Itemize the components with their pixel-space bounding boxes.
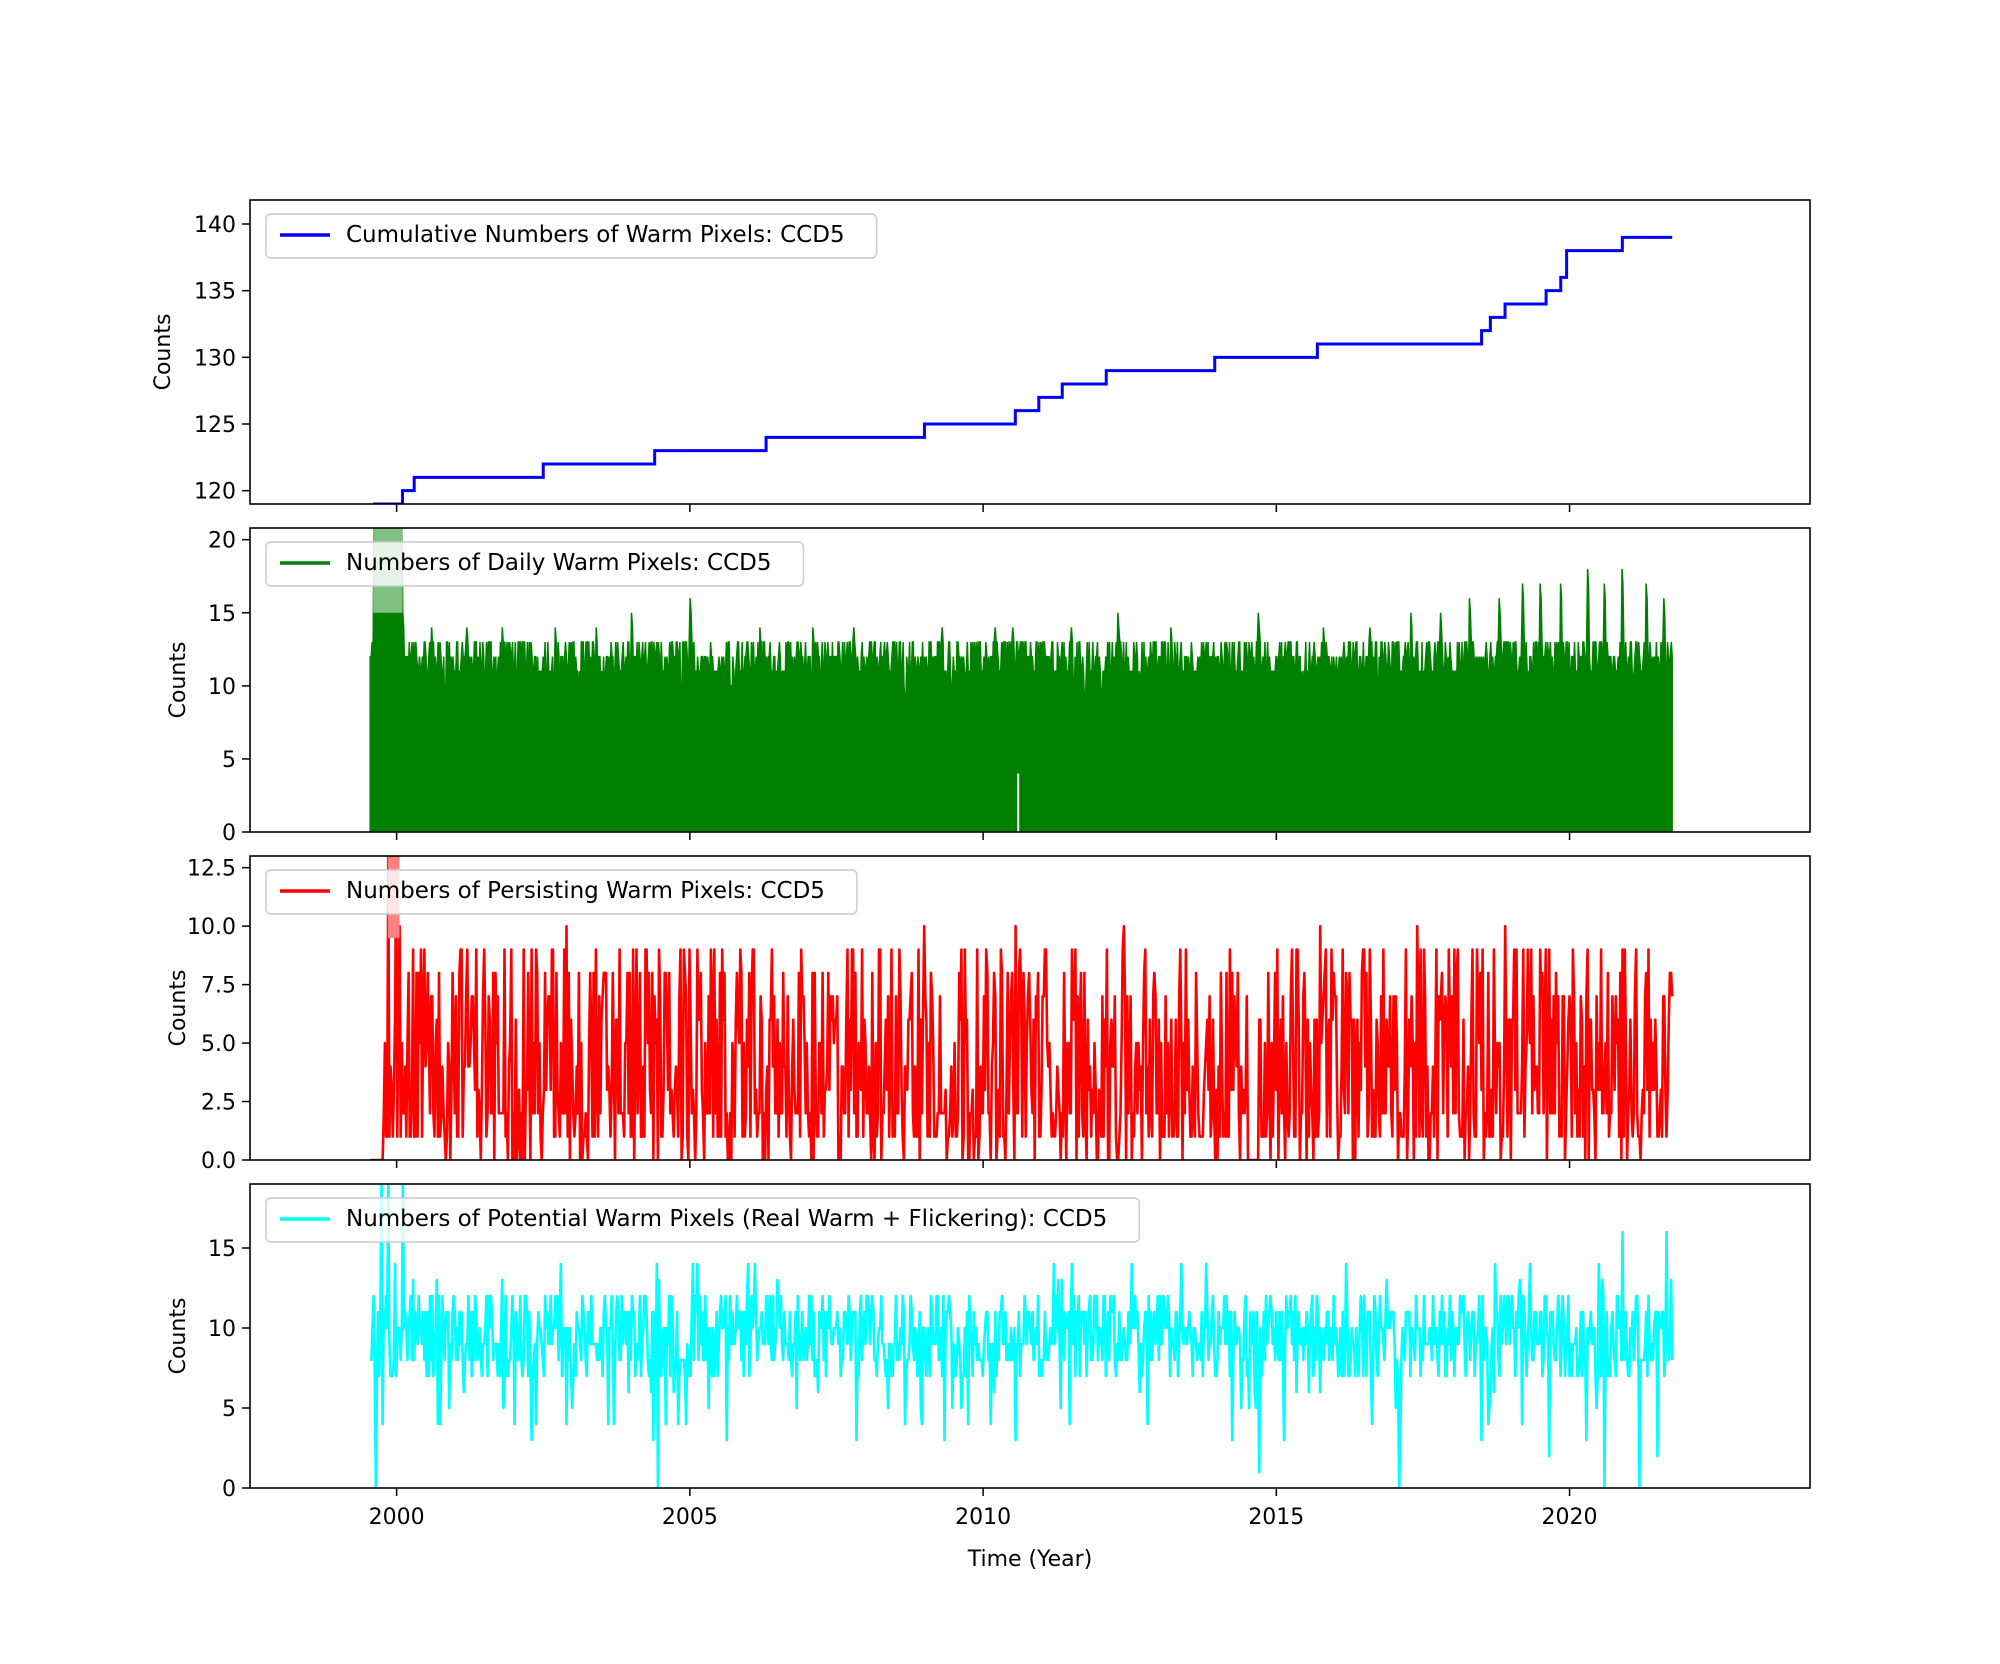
legend: Numbers of Daily Warm Pixels: CCD5 [265,541,805,587]
x-axis-label: Time (Year) [967,1547,1093,1572]
y-tick-label: 5 [222,1397,236,1422]
y-axis-label: Counts [166,642,191,719]
y-tick-label: 125 [194,413,236,438]
panel-2: 0 5 10 15 20 Counts Numbers of Daily Warm Pixe… [166,527,1811,846]
legend-box [265,541,805,587]
y-tick-label: 2.5 [201,1091,236,1116]
legend: Numbers of Potential Warm Pixels (Real W… [265,1197,1141,1243]
series-line [370,856,1674,1160]
x-tick-label: 2020 [1542,1505,1598,1530]
y-axis-label: Counts [166,970,191,1047]
legend-label: Numbers of Persisting Warm Pixels: CCD5 [346,878,825,904]
legend: Numbers of Persisting Warm Pixels: CCD5 [265,869,858,915]
y-tick-label: 20 [208,529,236,554]
y-tick-label: 130 [194,346,236,371]
y-tick-label: 7.5 [201,974,236,999]
axes-frame [249,855,1811,1161]
y-tick-label: 10 [208,675,236,700]
legend-box [265,213,878,259]
y-tick-label: 120 [194,480,236,505]
series-line [370,1184,1674,1488]
legend-box [265,1197,1141,1243]
series-line [373,235,1673,504]
legend-box [265,869,858,915]
y-tick-label: 135 [194,280,236,305]
legend-label: Numbers of Potential Warm Pixels (Real W… [346,1206,1107,1232]
axes-frame [249,1183,1811,1489]
y-tick-label: 5 [222,748,236,773]
y-tick-label: 15 [208,602,236,627]
y-tick-label: 5.0 [201,1032,236,1057]
x-tick-label: 2015 [1248,1505,1304,1530]
y-tick-label: 0 [222,1477,236,1502]
panel-4: 0 5 10 15 2000 2005 2010 2015 2020 Counts Time (Ye… [166,1183,1811,1572]
y-tick-label: 15 [208,1237,236,1262]
y-tick-label: 0 [222,821,236,846]
y-tick-label: 140 [194,213,236,238]
legend-label: Numbers of Daily Warm Pixels: CCD5 [346,550,772,576]
legend-label: Cumulative Numbers of Warm Pixels: CCD5 [346,222,845,248]
y-tick-label: 0.0 [201,1149,236,1174]
axes-frame [249,199,1811,505]
x-tick-label: 2000 [369,1505,425,1530]
y-axis-label: Counts [151,314,176,391]
legend: Cumulative Numbers of Warm Pixels: CCD5 [265,213,878,259]
y-tick-label: 12.5 [187,857,236,882]
axes-frame [249,527,1811,833]
plot-area [370,1184,1674,1488]
y-tick-label: 10.0 [187,915,236,940]
panel-3: 0.0 2.5 5.0 7.5 10.0 12.5 Counts Numbers of Per… [166,855,1811,1174]
y-tick-label: 10 [208,1317,236,1342]
x-tick-label: 2010 [955,1505,1011,1530]
y-axis-label: Counts [166,1298,191,1375]
x-tick-label: 2005 [662,1505,718,1530]
plot-area [373,235,1673,504]
panel-1: 120 125 130 135 140 Counts Cumulative Numbers … [151,199,1811,512]
series-area [369,528,1673,832]
